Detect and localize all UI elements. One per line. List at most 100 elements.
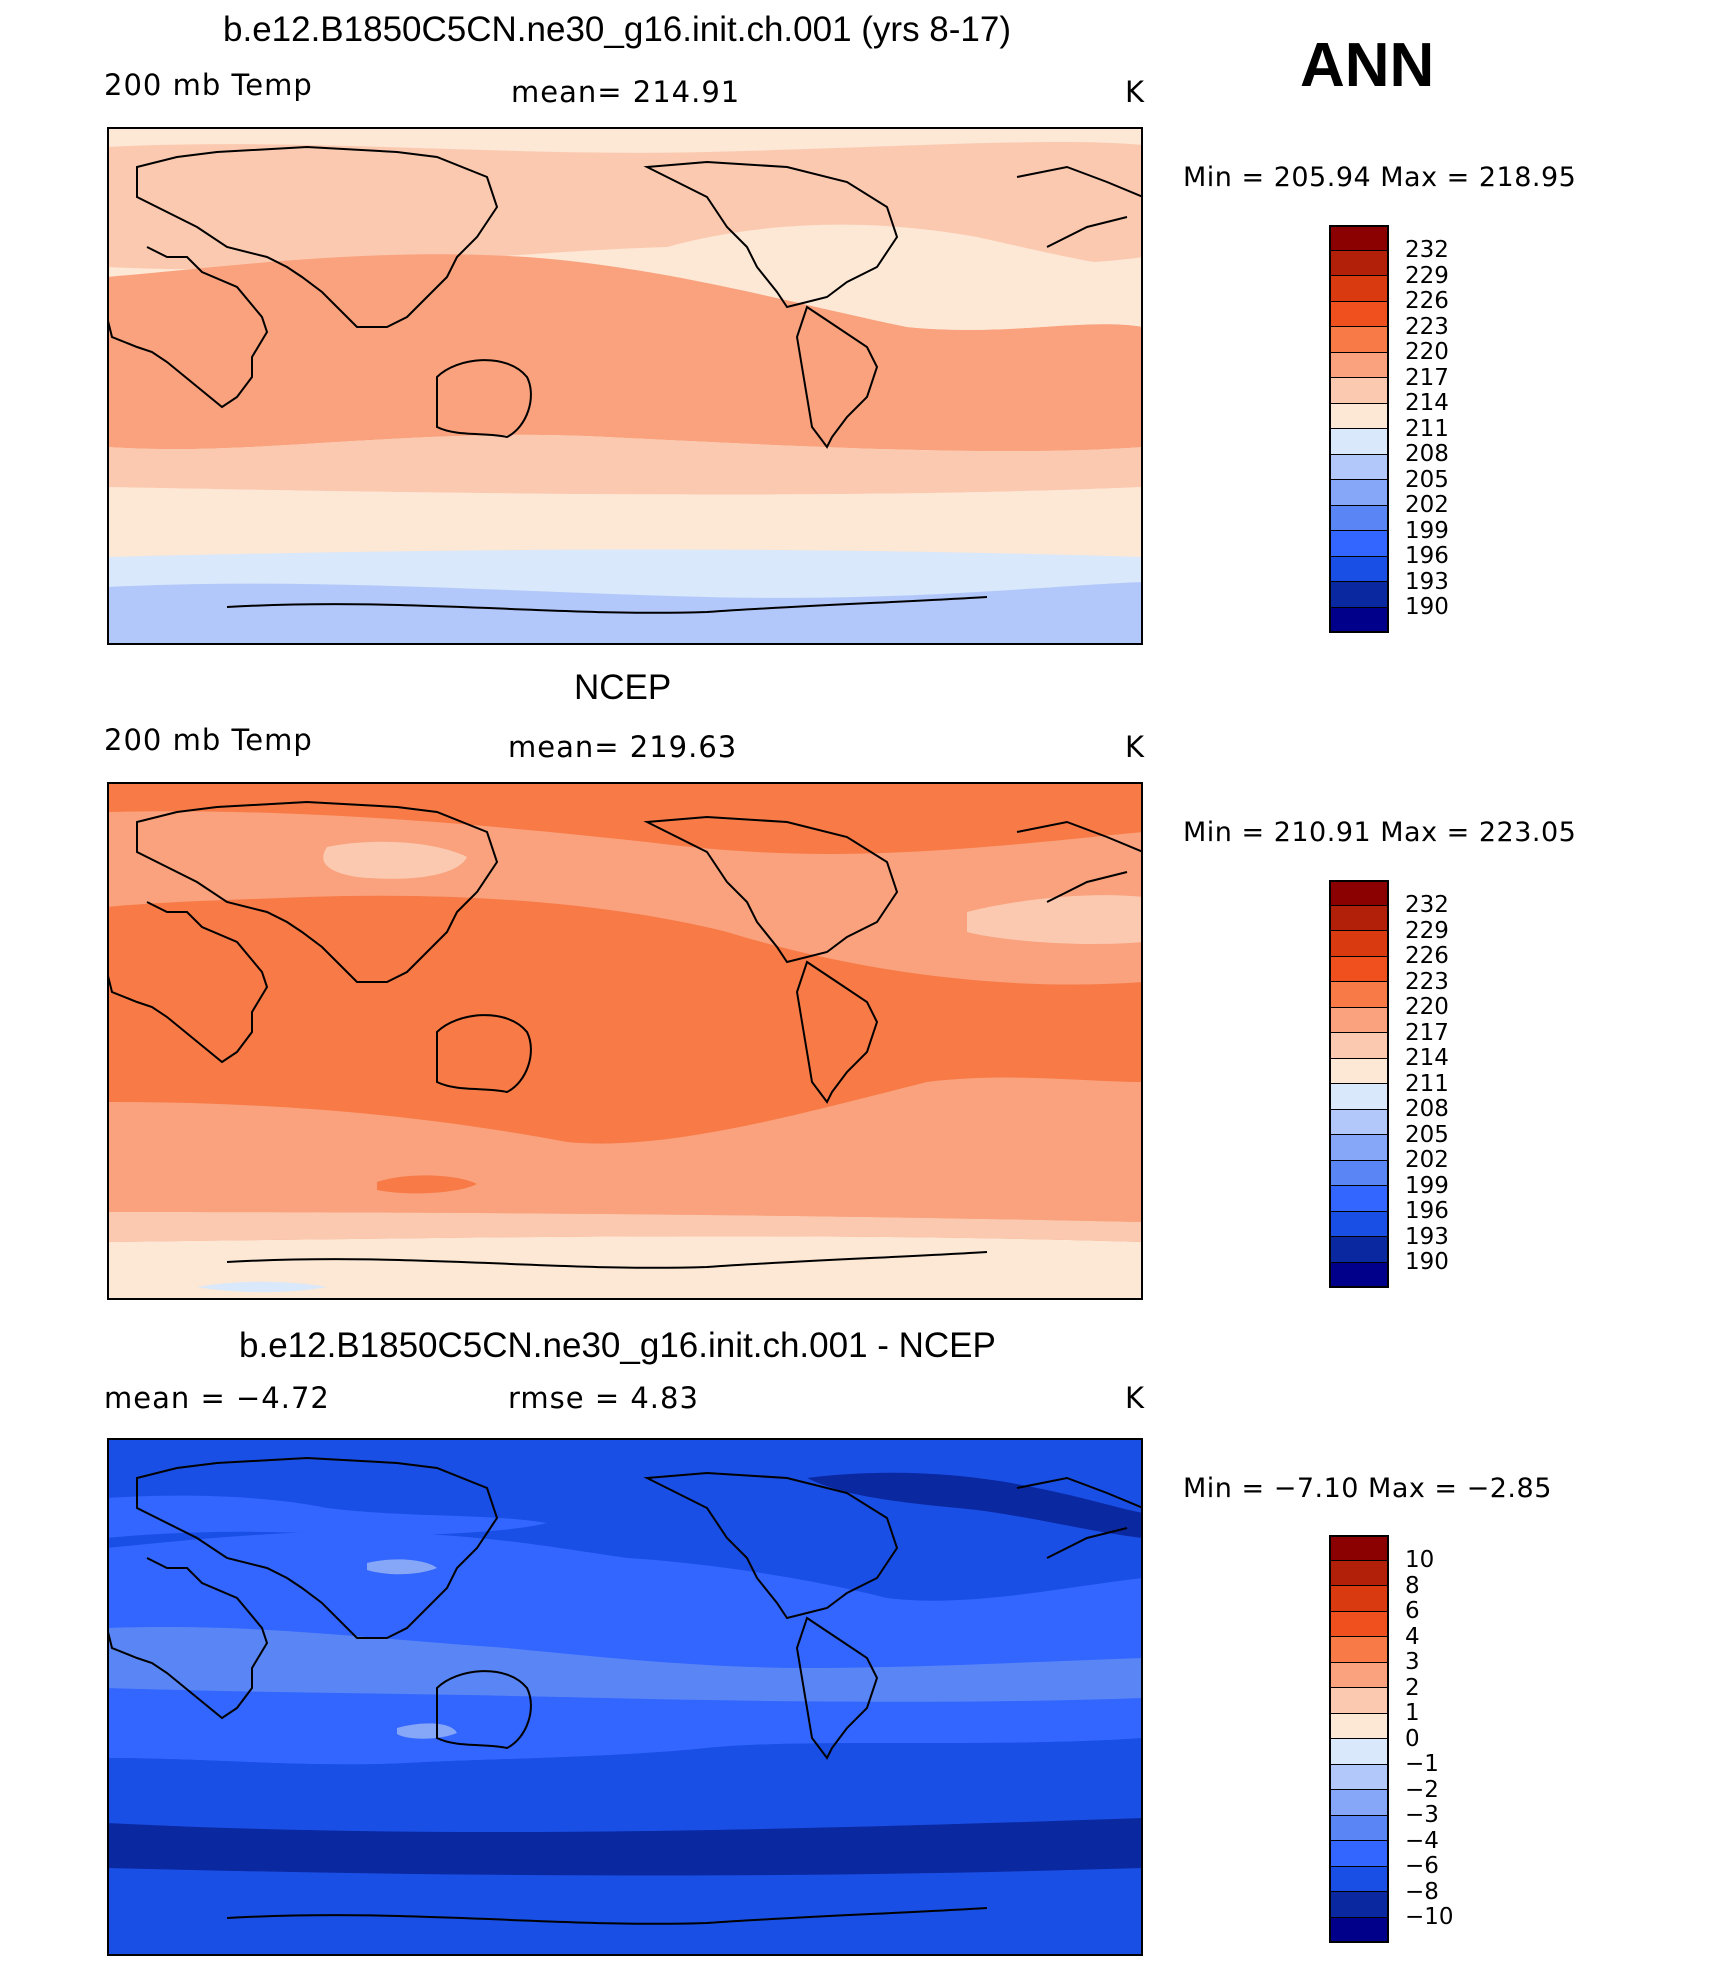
- panel1-frame: [107, 127, 1143, 645]
- colorbar-swatch: [1329, 556, 1389, 582]
- colorbar-swatch: [1329, 982, 1389, 1008]
- colorbar-swatch: [1329, 1917, 1389, 1943]
- colorbar-label: −8: [1405, 1878, 1439, 1905]
- panel2-colorbar: 232 229 226 223 220 217 214 211 208 205 …: [1329, 880, 1449, 1288]
- colorbar-swatch: [1329, 1611, 1389, 1637]
- panel1-band-subtropics-south: [107, 434, 1143, 495]
- panel1-band-north-light: [667, 224, 1143, 330]
- colorbar-label: 8: [1405, 1572, 1420, 1599]
- panel2-map: [107, 782, 1143, 1300]
- panel1-units: K: [1125, 75, 1146, 109]
- panel3-rmse-label: rmse = 4.83: [508, 1381, 699, 1415]
- colorbar-label: 211: [1405, 415, 1449, 442]
- panel3-band-south-dark: [107, 1818, 1143, 1876]
- colorbar-swatch: [1329, 1892, 1389, 1918]
- colorbar-label: 214: [1405, 1045, 1449, 1071]
- colorbar-label: −1: [1405, 1751, 1439, 1777]
- colorbar-label: 223: [1405, 968, 1449, 995]
- colorbar-swatch: [1329, 1007, 1389, 1033]
- panel2-frame: [107, 782, 1143, 1300]
- colorbar-label: 220: [1405, 994, 1449, 1020]
- colorbar-swatch: [1329, 1586, 1389, 1612]
- panel3-band-north-light: [107, 1495, 547, 1538]
- colorbar-label: 2: [1405, 1674, 1420, 1701]
- panel1-map: [107, 127, 1143, 645]
- panel3-band-midlat: [107, 1531, 1143, 1765]
- panel1-band-tropics: [107, 254, 1143, 452]
- colorbar-swatch: [1329, 1662, 1389, 1688]
- colorbar-label: 0: [1405, 1725, 1420, 1752]
- panel3-map: [107, 1438, 1143, 1956]
- colorbar-swatch: [1329, 225, 1389, 251]
- colorbar-label: 232: [1405, 237, 1449, 263]
- colorbar-swatch: [1329, 505, 1389, 531]
- panel2-coastlines: [107, 800, 1143, 1269]
- season-label: ANN: [1300, 31, 1435, 100]
- colorbar-label: 211: [1405, 1070, 1449, 1097]
- panel1-variable-label: 200 mb Temp: [104, 68, 313, 102]
- colorbar-swatch: [1329, 301, 1389, 327]
- colorbar-swatch: [1329, 931, 1389, 957]
- panel3-coastlines: [107, 1456, 1143, 1925]
- colorbar-label: 232: [1405, 892, 1449, 918]
- colorbar-swatch: [1329, 1262, 1389, 1288]
- colorbar-label: 220: [1405, 339, 1449, 365]
- colorbar-label: −6: [1405, 1853, 1439, 1879]
- colorbar-label: 190: [1405, 1249, 1449, 1275]
- colorbar-label: 6: [1405, 1598, 1420, 1624]
- colorbar-label: 202: [1405, 492, 1449, 518]
- colorbar-swatch: [1329, 880, 1389, 906]
- colorbar-swatch: [1329, 956, 1389, 982]
- colorbar-swatch: [1329, 1713, 1389, 1739]
- colorbar-swatch: [1329, 1815, 1389, 1841]
- colorbar-label: 226: [1405, 288, 1449, 314]
- panel2-band-tropics-south: [107, 1077, 1143, 1222]
- panel2-band-siberia: [323, 841, 467, 879]
- colorbar-swatch: [1329, 1764, 1389, 1790]
- colorbar-swatch: [1329, 1211, 1389, 1237]
- panel3-title: b.e12.B1850C5CN.ne30_g16.init.ch.001 - N…: [239, 1326, 996, 1365]
- colorbar-label: 199: [1405, 1172, 1449, 1199]
- colorbar-label: 226: [1405, 943, 1449, 969]
- colorbar-swatch: [1329, 327, 1389, 353]
- colorbar-label: −3: [1405, 1802, 1439, 1828]
- colorbar-label: 229: [1405, 917, 1449, 944]
- panel3-colorbar: 10 8 6 4 3 2 1 0 −1 −2 −3 −4 −6 −8 −10: [1329, 1535, 1454, 1943]
- colorbar-label: 205: [1405, 466, 1449, 493]
- panel2-minmax: Min = 210.91 Max = 223.05: [1183, 817, 1577, 848]
- colorbar-label: 193: [1405, 568, 1449, 595]
- panel1-minmax: Min = 205.94 Max = 218.95: [1183, 162, 1577, 193]
- colorbar-swatch: [1329, 1841, 1389, 1867]
- panel1-title: b.e12.B1850C5CN.ne30_g16.init.ch.001 (yr…: [223, 10, 1011, 49]
- colorbar-swatch: [1329, 1135, 1389, 1161]
- colorbar-label: 208: [1405, 1096, 1449, 1122]
- panel2-map-svg: [107, 782, 1143, 1300]
- colorbar-swatch: [1329, 607, 1389, 633]
- colorbar-label: 10: [1405, 1547, 1435, 1573]
- colorbar-label: 193: [1405, 1223, 1449, 1250]
- panel2-title: NCEP: [574, 668, 672, 707]
- panel1-band-south: [107, 487, 1143, 557]
- panel3-mean-label: mean = −4.72: [104, 1381, 330, 1415]
- colorbar-swatch: [1329, 1084, 1389, 1110]
- panel3-band-south: [107, 1738, 1143, 1819]
- colorbar-swatch: [1329, 403, 1389, 429]
- colorbar-swatch: [1329, 429, 1389, 455]
- colorbar-swatch: [1329, 352, 1389, 378]
- panel3-map-svg: [107, 1438, 1143, 1956]
- colorbar-label: 217: [1405, 1019, 1449, 1046]
- colorbar-swatch: [1329, 454, 1389, 480]
- colorbar-label: 202: [1405, 1147, 1449, 1173]
- colorbar-label: −10: [1405, 1904, 1454, 1930]
- colorbar-label: −2: [1405, 1776, 1439, 1803]
- panel2-units: K: [1125, 730, 1146, 764]
- colorbar-swatch: [1329, 1058, 1389, 1084]
- colorbar-label: 223: [1405, 313, 1449, 340]
- panel1-coastlines: [107, 145, 1143, 614]
- colorbar-label: −4: [1405, 1827, 1439, 1854]
- colorbar-swatch: [1329, 1637, 1389, 1663]
- colorbar-label: 4: [1405, 1623, 1420, 1650]
- colorbar-swatch: [1329, 1739, 1389, 1765]
- colorbar-swatch: [1329, 1033, 1389, 1059]
- colorbar-swatch: [1329, 582, 1389, 608]
